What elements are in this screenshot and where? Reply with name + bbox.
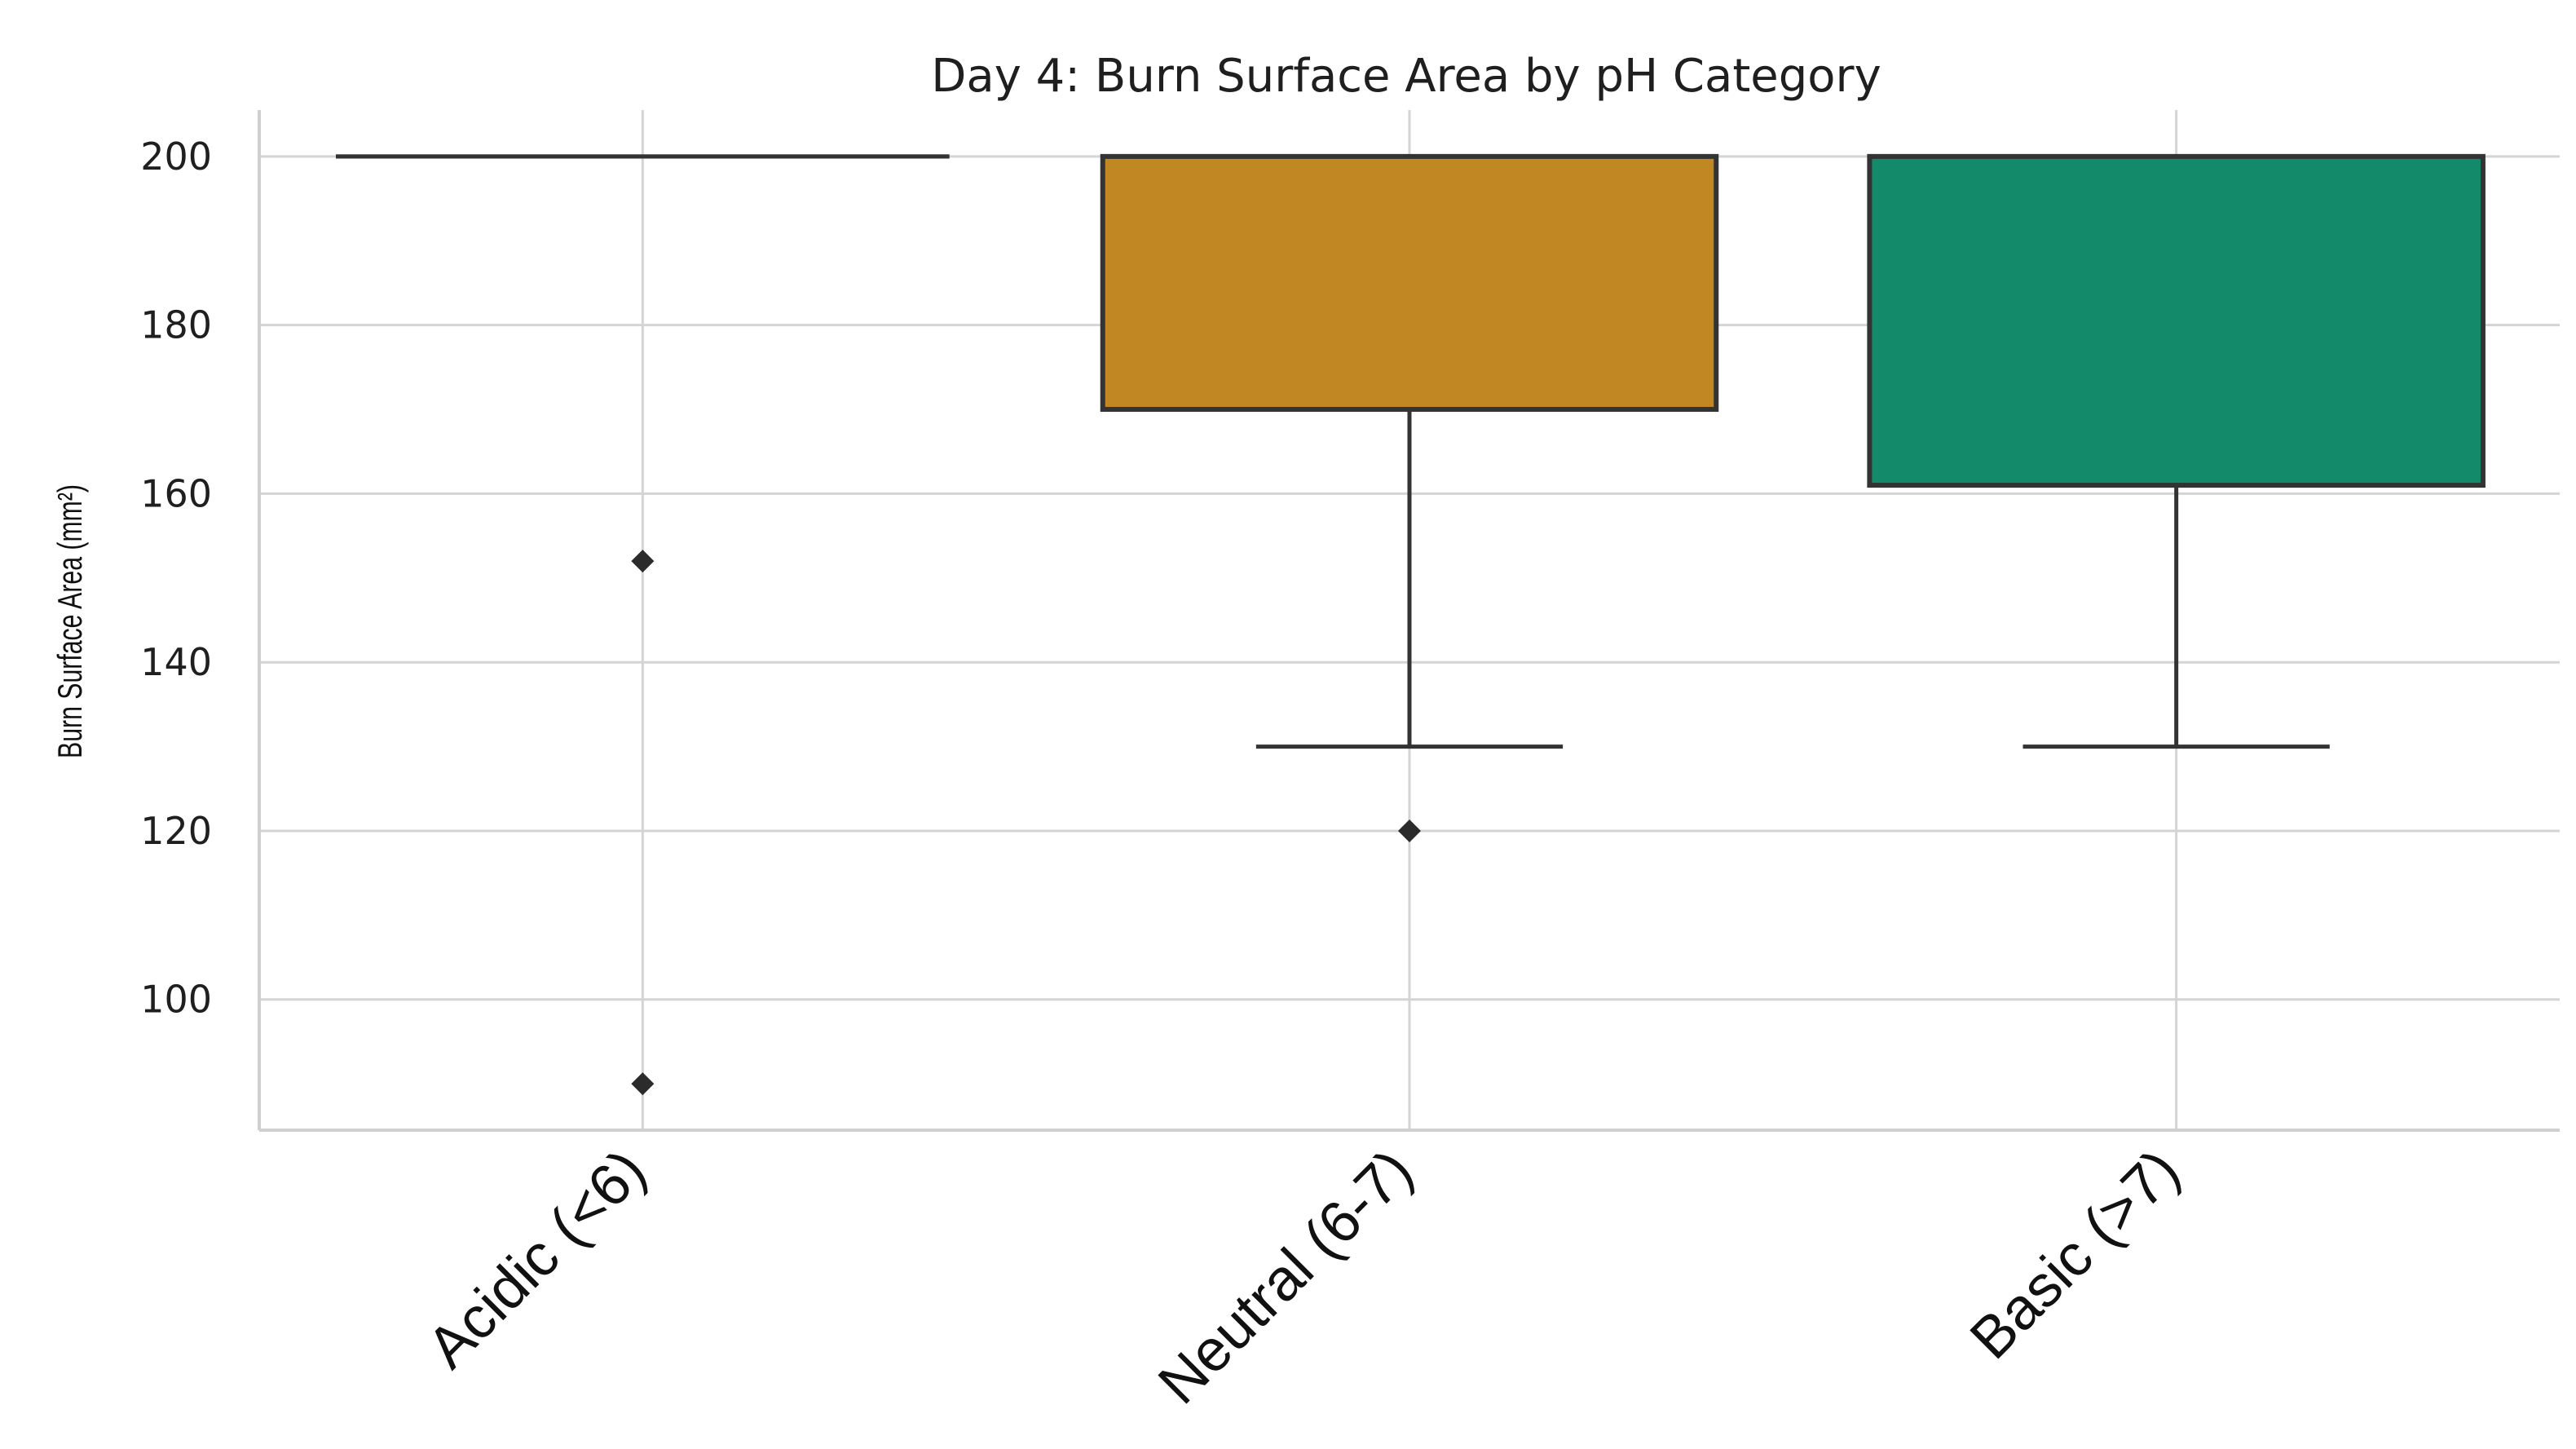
x-tick-label: Basic (>7): [1958, 1138, 2192, 1372]
y-axis-label: Burn Surface Area (mm²): [51, 484, 89, 758]
x-tick-label: Acidic (<6): [415, 1138, 658, 1381]
axes: [258, 110, 2560, 1132]
outlier-point: [631, 550, 655, 573]
y-tick-label: 100: [140, 978, 212, 1022]
outlier-point: [1398, 819, 1421, 842]
box-1: [1100, 153, 1719, 413]
outlier-point: [631, 1072, 655, 1096]
y-tick-label: 120: [140, 809, 212, 853]
y-tick-label: 180: [140, 303, 212, 347]
box-2: [1867, 153, 2486, 488]
y-tick-label: 140: [140, 640, 212, 684]
y-tick-label: 200: [140, 135, 212, 179]
chart-title: Day 4: Burn Surface Area by pH Category: [931, 50, 1881, 103]
x-tick-label: Neutral (6-7): [1146, 1138, 1425, 1416]
y-tick-label: 160: [140, 471, 212, 515]
boxes: [336, 153, 2486, 1096]
